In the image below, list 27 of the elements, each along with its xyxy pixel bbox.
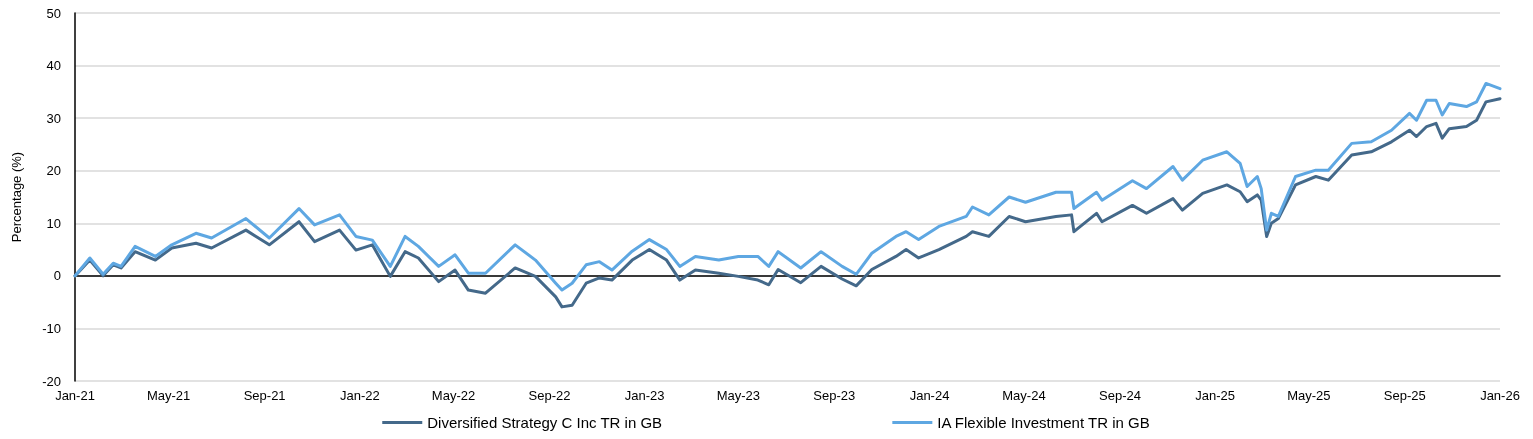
x-tick-label: Jan-23 <box>624 388 665 403</box>
x-tick-label: Sep-22 <box>528 388 571 403</box>
y-tick-label: 30 <box>46 110 61 126</box>
x-tick-label: May-24 <box>1002 388 1046 403</box>
x-tick-label: Jan-22 <box>339 388 380 403</box>
x-tick-label: Sep-21 <box>243 388 286 403</box>
x-tick-label: Jan-26 <box>1480 388 1520 403</box>
x-tick-label: Jan-25 <box>1195 388 1236 403</box>
x-tick-label: Jan-21 <box>55 388 95 403</box>
legend-label: IA Flexible Investment TR in GB <box>937 414 1150 431</box>
y-axis-title: Percentage (%) <box>9 151 24 243</box>
x-tick-label: Sep-23 <box>813 388 856 403</box>
x-tick-label: May-21 <box>146 388 191 403</box>
legend-label: Diversified Strategy C Inc TR in GB <box>427 414 663 431</box>
x-tick-label: May-25 <box>1287 388 1331 403</box>
y-tick-label: -10 <box>42 320 61 336</box>
y-tick-label: 50 <box>46 5 61 21</box>
y-tick-label: 10 <box>46 215 61 231</box>
y-tick-label: -20 <box>42 373 61 389</box>
y-tick-label: 40 <box>46 58 61 74</box>
x-tick-label: Sep-25 <box>1383 388 1426 403</box>
x-tick-label: May-22 <box>431 388 476 403</box>
x-tick-label: Sep-24 <box>1098 388 1141 403</box>
y-tick-label: 20 <box>46 163 61 179</box>
x-tick-label: May-23 <box>716 388 761 403</box>
x-tick-label: Jan-24 <box>909 388 950 403</box>
y-tick-label: 0 <box>53 268 61 284</box>
